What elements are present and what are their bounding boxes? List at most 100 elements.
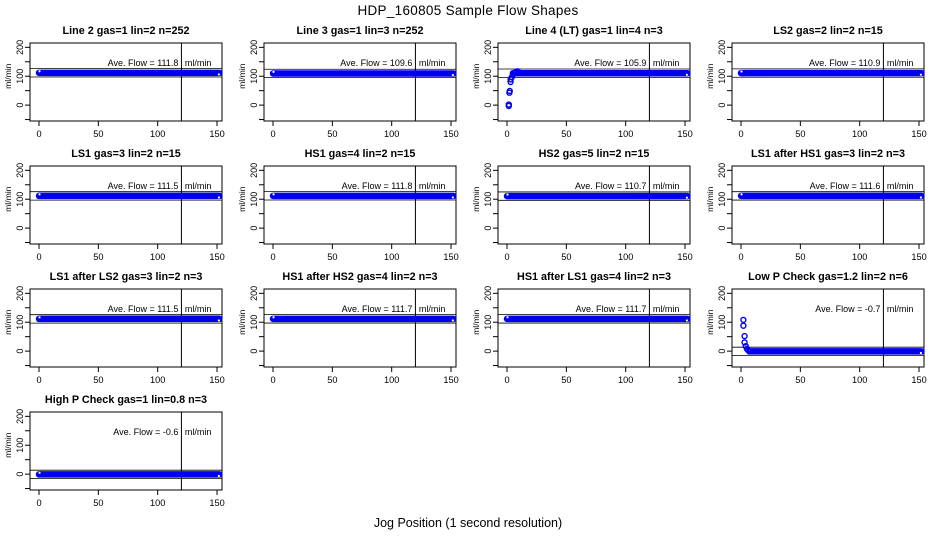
x-tick-label: 150	[911, 129, 926, 139]
ave-flow-unit: ml/min	[887, 304, 914, 314]
y-tick-label: 200	[483, 40, 493, 55]
x-tick-label: 150	[677, 375, 692, 385]
x-tick-label: 50	[795, 375, 805, 385]
y-tick-label: 200	[249, 286, 259, 301]
y-tick-label: 0	[483, 226, 493, 231]
x-tick-label: 50	[561, 375, 571, 385]
ave-flow-unit: ml/min	[185, 427, 212, 437]
subplot-line2: Line 2 gas=1 lin=2 n=252 0 100 200 ml/min 0 5…	[0, 20, 234, 143]
ave-flow-value: Ave. Flow = 111.7	[342, 304, 413, 314]
y-tick-label: 100	[483, 69, 493, 84]
plot-box	[731, 42, 925, 122]
y-tick-label: 200	[717, 286, 727, 301]
ave-flow-unit: ml/min	[653, 304, 680, 314]
plot-box	[731, 165, 925, 245]
x-tick-label: 0	[504, 129, 509, 139]
x-tick-label: 100	[384, 375, 399, 385]
x-tick-label: 0	[738, 252, 743, 262]
y-axis-unit-label: ml/min	[471, 63, 481, 89]
y-tick-label: 0	[15, 349, 25, 354]
y-tick-label: 100	[483, 315, 493, 330]
subplot-title: Line 2 gas=1 lin=2 n=252	[62, 25, 190, 37]
subplot-grid: Line 2 gas=1 lin=2 n=252 0 100 200 ml/min 0 5…	[0, 20, 936, 512]
band-end-notch	[217, 196, 220, 199]
x-tick-label: 50	[93, 498, 103, 508]
x-tick-label: 0	[504, 375, 509, 385]
subplot-title: LS1 gas=3 lin=2 n=15	[71, 148, 181, 160]
x-tick-label: 50	[561, 252, 571, 262]
x-tick-label: 100	[150, 129, 165, 139]
y-tick-label: 200	[483, 286, 493, 301]
band-end-notch	[451, 196, 454, 199]
ave-flow-unit: ml/min	[419, 58, 446, 68]
x-tick-label: 0	[36, 375, 41, 385]
y-axis-unit-label: ml/min	[705, 186, 715, 212]
subplot-hs2: HS2 gas=5 lin=2 n=15 0 100 200 ml/min 0 50 100…	[468, 143, 702, 266]
y-tick-label: 100	[483, 192, 493, 207]
band-end-notch	[451, 319, 454, 322]
y-tick-label: 0	[15, 103, 25, 108]
y-axis-unit-label: ml/min	[237, 309, 247, 335]
flow-point	[740, 322, 747, 329]
y-axis-unit-label: ml/min	[3, 432, 13, 458]
ave-flow-unit: ml/min	[653, 181, 680, 191]
y-axis-unit-label: ml/min	[471, 309, 481, 335]
y-tick-label: 100	[15, 438, 25, 453]
y-tick-label: 0	[15, 472, 25, 477]
flow-point	[741, 339, 748, 346]
ave-flow-value: Ave. Flow = -0.7	[815, 304, 880, 314]
x-tick-label: 50	[327, 129, 337, 139]
ave-flow-value: Ave. Flow = 110.7	[575, 181, 646, 191]
subplot-low-p-check: Low P Check gas=1.2 lin=2 n=6 0 100 200 ml/…	[702, 266, 936, 389]
x-tick-label: 0	[36, 498, 41, 508]
ave-flow-unit: ml/min	[653, 58, 680, 68]
y-tick-label: 100	[717, 192, 727, 207]
ave-flow-value: Ave. Flow = 111.5	[108, 181, 179, 191]
subplot-ls1: LS1 gas=3 lin=2 n=15 0 100 200 ml/min 0 50 100…	[0, 143, 234, 266]
x-tick-label: 100	[618, 375, 633, 385]
x-tick-label: 50	[795, 129, 805, 139]
x-tick-label: 100	[618, 129, 633, 139]
band-end-notch	[217, 474, 220, 478]
x-tick-label: 150	[911, 252, 926, 262]
flow-point	[740, 316, 747, 324]
y-axis-unit-label: ml/min	[471, 186, 481, 212]
ave-flow-value: Ave. Flow = 111.5	[108, 304, 179, 314]
x-tick-label: 150	[677, 129, 692, 139]
y-tick-label: 200	[15, 409, 25, 424]
x-tick-label: 0	[36, 252, 41, 262]
y-axis-unit-label: ml/min	[3, 309, 13, 335]
y-tick-label: 100	[717, 315, 727, 330]
y-tick-label: 200	[249, 163, 259, 178]
subplot-ls2: LS2 gas=2 lin=2 n=15 0 100 200 ml/min 0 50 100…	[702, 20, 936, 143]
x-tick-label: 150	[209, 498, 224, 508]
subplot-high-p-check: High P Check gas=1 lin=0.8 n=3 0 100 200 ml…	[0, 389, 234, 512]
x-tick-label: 50	[327, 252, 337, 262]
x-tick-label: 100	[852, 129, 867, 139]
ave-flow-value: Ave. Flow = 110.9	[809, 58, 880, 68]
band-end-notch	[740, 193, 743, 196]
x-tick-label: 100	[150, 375, 165, 385]
band-end-notch	[685, 73, 688, 76]
x-tick-label: 150	[209, 129, 224, 139]
y-tick-label: 200	[717, 163, 727, 178]
subplot-title: LS1 after LS2 gas=3 lin=2 n=3	[49, 271, 203, 283]
subplot-hs1-after-hs2: HS1 after HS2 gas=4 lin=2 n=3 0 100 200 ml/…	[234, 266, 468, 389]
x-tick-label: 0	[738, 129, 743, 139]
x-axis-label: Jog Position (1 second resolution)	[373, 516, 563, 530]
y-tick-label: 200	[15, 40, 25, 55]
flow-point	[506, 87, 513, 95]
plot-box	[29, 288, 223, 368]
y-tick-label: 0	[15, 226, 25, 231]
y-tick-label: 200	[15, 286, 25, 301]
x-tick-label: 100	[618, 252, 633, 262]
subplot-line3: Line 3 gas=1 lin=3 n=252 0 100 200 ml/min 0 5…	[234, 20, 468, 143]
ave-flow-value: Ave. Flow = 109.6	[340, 58, 412, 68]
x-tick-label: 150	[911, 375, 926, 385]
flow-point	[744, 347, 752, 354]
